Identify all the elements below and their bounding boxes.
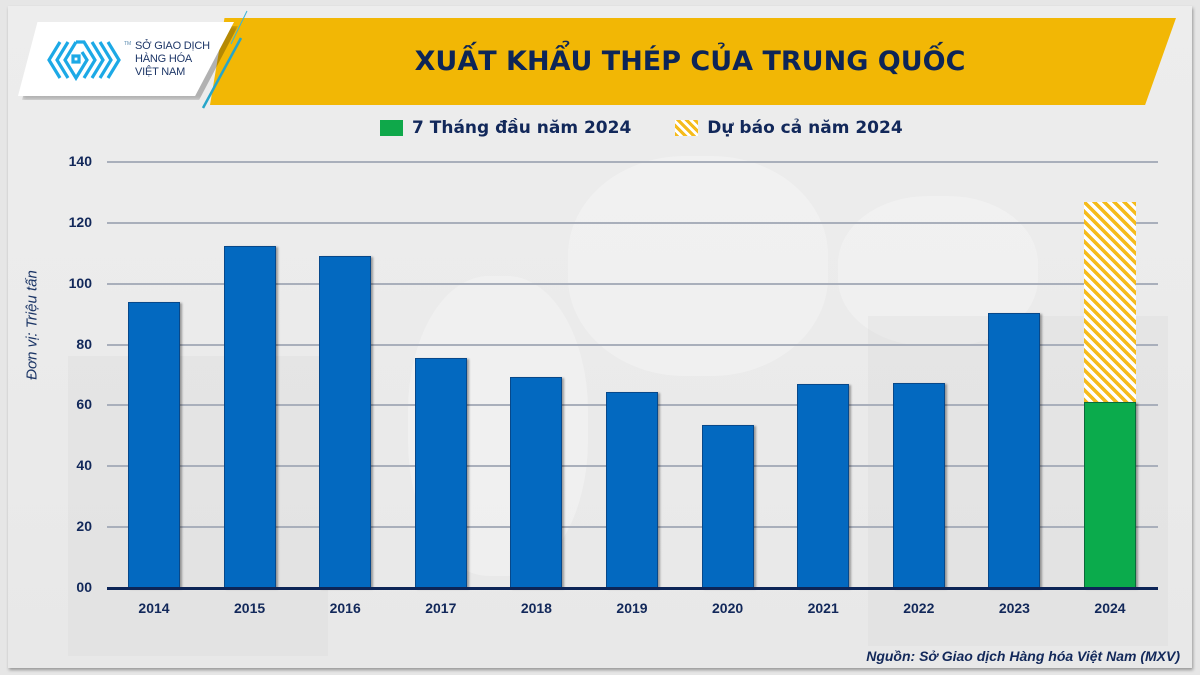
legend-item-ytd: 7 Tháng đầu năm 2024: [380, 118, 631, 138]
legend-item-forecast: Dự báo cả năm 2024: [675, 118, 903, 138]
bar-2018: [510, 376, 563, 588]
legend-label: 7 Tháng đầu năm 2024: [412, 118, 632, 138]
gridline: [107, 221, 1158, 224]
legend-swatch-green: [380, 120, 403, 136]
x-tick-label: 2020: [712, 600, 744, 616]
logo-line-3: VIỆT NAM: [135, 66, 186, 78]
bar-2021: [797, 384, 850, 588]
accent-lines: [201, 10, 248, 109]
y-tick-label: 40: [76, 457, 92, 474]
legend-swatch-hatched: [675, 120, 699, 136]
bar-2015: [223, 245, 276, 588]
gridline: [107, 161, 1158, 163]
y-tick-label: 100: [68, 274, 92, 291]
world-map-watermark: [568, 156, 828, 376]
y-axis-label: Đơn vị: Triệu tấn: [23, 270, 41, 380]
logo-card: [18, 22, 234, 96]
legend-label: Dự báo cả năm 2024: [707, 118, 903, 138]
y-tick-label: 00: [76, 579, 92, 595]
chart-legend: 7 Tháng đầu năm 2024 Dự báo cả năm 2024: [380, 116, 947, 140]
bar-2019: [606, 391, 658, 588]
y-tick-label: 60: [76, 396, 92, 413]
bar-2023: [988, 312, 1041, 588]
x-tick-label: 2018: [520, 600, 552, 616]
source-note: Nguồn: Sở Giao dịch Hàng hóa Việt Nam (M…: [866, 648, 1180, 664]
x-tick-label: 2024: [1094, 600, 1126, 616]
x-tick-label: 2015: [234, 600, 266, 616]
x-tick-label: 2022: [903, 600, 935, 616]
bar-2014: [128, 301, 180, 588]
mxv-logo-icon: [47, 40, 121, 82]
trademark-label: TM: [124, 41, 132, 47]
bar-2022: [892, 382, 945, 588]
bar-2017: [414, 358, 467, 588]
logo-line-2: HÀNG HÓA: [135, 53, 193, 65]
y-tick-label: 20: [76, 518, 92, 535]
chart-title: XUẤT KHẨU THÉP CỦA TRUNG QUỐC: [414, 46, 966, 77]
bar-2016: [319, 256, 372, 588]
bar-forecast-2024: [1084, 201, 1136, 403]
x-axis-line: [107, 587, 1158, 590]
x-tick-label: 2021: [807, 600, 839, 616]
x-tick-label: 2016: [329, 600, 361, 616]
gridline: [107, 282, 1158, 285]
gridline: [107, 343, 1158, 346]
y-tick-label: 120: [68, 213, 92, 230]
logo-text: SỞ GIAO DỊCH HÀNG HÓA VIỆT NAM: [135, 40, 235, 79]
x-tick-label: 2014: [138, 600, 170, 616]
x-tick-label: 2019: [616, 600, 648, 616]
x-tick-label: 2017: [425, 600, 457, 616]
bar-ytd-2024: [1084, 402, 1136, 588]
logo-line-1: SỞ GIAO DỊCH: [135, 40, 210, 52]
title-banner: [210, 18, 1176, 105]
x-tick-label: 2023: [998, 600, 1030, 616]
bar-2020: [701, 425, 754, 588]
y-tick-label: 80: [76, 335, 92, 352]
y-tick-label: 140: [68, 153, 92, 169]
